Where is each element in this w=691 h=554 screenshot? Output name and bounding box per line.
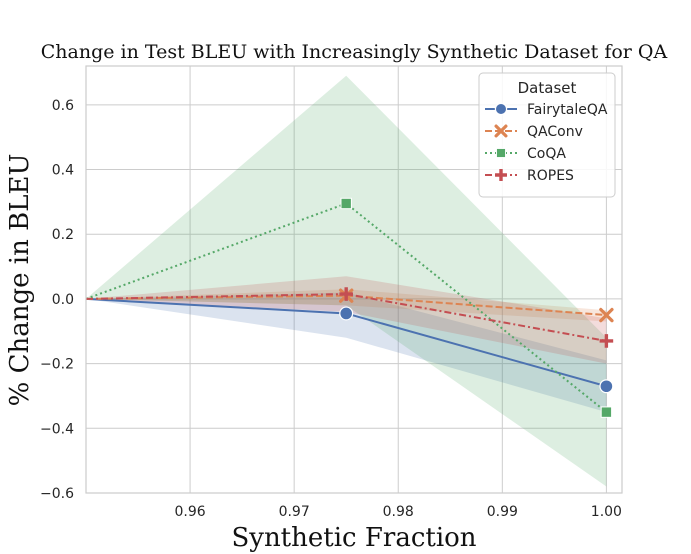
legend-marker <box>494 124 508 138</box>
data-point <box>339 287 353 301</box>
y-tick-label: −0.4 <box>40 421 74 437</box>
plot-frame <box>85 65 623 494</box>
y-axis-title: % Change in BLEU <box>5 154 35 407</box>
x-axis-title: Synthetic Fraction <box>231 523 476 553</box>
legend-label: QAConv <box>527 124 583 140</box>
y-tick-label: 0.2 <box>52 227 74 243</box>
y-tick-label: −0.6 <box>40 486 74 502</box>
data-point <box>599 334 614 348</box>
legend-title: Dataset <box>518 79 577 97</box>
legend: Dataset FairytaleQA QAConv CoQA ROPES <box>478 72 616 198</box>
data-point <box>600 406 613 418</box>
data-point <box>599 307 614 323</box>
data-point <box>340 197 352 210</box>
x-tick-label: 0.96 <box>174 504 205 520</box>
legend-label: ROPES <box>527 168 574 184</box>
data-point <box>599 379 614 394</box>
legend-label: CoQA <box>527 146 566 162</box>
y-tick-label: 0.0 <box>52 292 74 308</box>
y-tick-label: 0.6 <box>52 98 74 114</box>
y-tick-label: 0.4 <box>52 163 74 179</box>
legend-label: FairytaleQA <box>527 102 608 118</box>
legend-item: ROPES <box>485 168 574 184</box>
legend-item: FairytaleQA <box>485 102 608 118</box>
ci-band <box>86 75 607 487</box>
chart-title: Change in Test BLEU with Increasingly Sy… <box>41 41 668 63</box>
data-point <box>339 306 354 321</box>
series-markers <box>338 197 614 418</box>
legend-marker <box>494 102 508 116</box>
legend-item: QAConv <box>485 124 583 140</box>
legend-marker <box>495 147 507 159</box>
x-tick-label: 1.00 <box>591 504 622 520</box>
legend-marker <box>495 169 507 181</box>
x-tick-label: 0.98 <box>383 504 414 520</box>
x-tick-label: 0.97 <box>279 504 310 520</box>
legend-item: CoQA <box>485 146 566 162</box>
x-tick-label: 0.99 <box>487 504 518 520</box>
legend-box <box>478 72 616 198</box>
y-tick-label: −0.2 <box>40 357 74 373</box>
